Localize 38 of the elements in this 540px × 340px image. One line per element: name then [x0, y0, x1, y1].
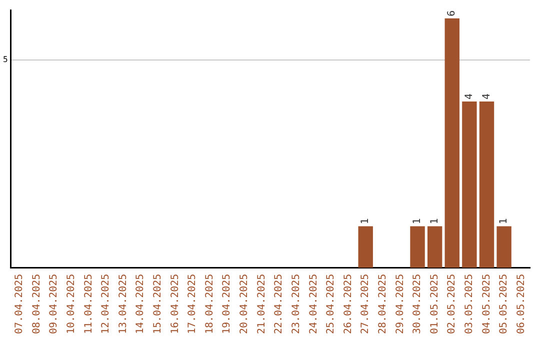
x-tick-label: 09.04.2025 [48, 274, 60, 334]
x-tick-label: 15.04.2025 [152, 274, 164, 334]
x-tick-label: 16.04.2025 [170, 274, 181, 334]
x-tick-label: 07.04.2025 [14, 274, 26, 334]
x-tick-label: 05.05.2025 [498, 274, 510, 334]
x-tick-label: 17.04.2025 [187, 274, 198, 334]
data-label: 1 [360, 218, 372, 224]
data-label: 4 [481, 93, 492, 100]
x-tick-label: 03.05.2025 [464, 274, 476, 334]
x-tick-label: 12.04.2025 [100, 274, 112, 334]
x-tick-label: 10.04.2025 [66, 274, 77, 334]
x-tick-label: 13.04.2025 [118, 274, 129, 334]
data-label: 1 [498, 218, 510, 224]
x-tick-label: 29.04.2025 [394, 274, 406, 334]
data-label: 1 [412, 218, 424, 224]
x-tick-label: 04.05.2025 [481, 274, 492, 334]
x-tick-label: 06.05.2025 [516, 274, 527, 334]
x-tick-label: 28.04.2025 [377, 274, 388, 334]
x-tick-label: 08.04.2025 [31, 274, 42, 334]
x-tick-label: 24.04.2025 [308, 274, 320, 334]
x-tick-label: 18.04.2025 [204, 274, 216, 334]
data-label: 4 [464, 93, 476, 100]
data-label: 1 [429, 218, 440, 224]
x-tick-label: 19.04.2025 [222, 274, 233, 334]
y-tick-label: 5 [2, 54, 8, 64]
x-tick-label: 21.04.2025 [256, 274, 268, 334]
x-tick-label: 11.04.2025 [83, 274, 94, 334]
x-tick-label: 30.04.2025 [412, 274, 424, 334]
x-tick-label: 22.04.2025 [274, 274, 285, 334]
x-tick-label: 02.05.2025 [446, 274, 458, 334]
x-tick-label: 26.04.2025 [342, 274, 354, 334]
x-tick-label: 25.04.2025 [326, 274, 337, 334]
data-label: 6 [446, 10, 458, 16]
x-tick-label: 20.04.2025 [239, 274, 250, 334]
x-tick-label: 27.04.2025 [360, 274, 372, 334]
x-tick-label: 01.05.2025 [429, 274, 440, 334]
x-tick-label: 23.04.2025 [290, 274, 302, 334]
x-tick-label: 14.04.2025 [135, 274, 146, 334]
